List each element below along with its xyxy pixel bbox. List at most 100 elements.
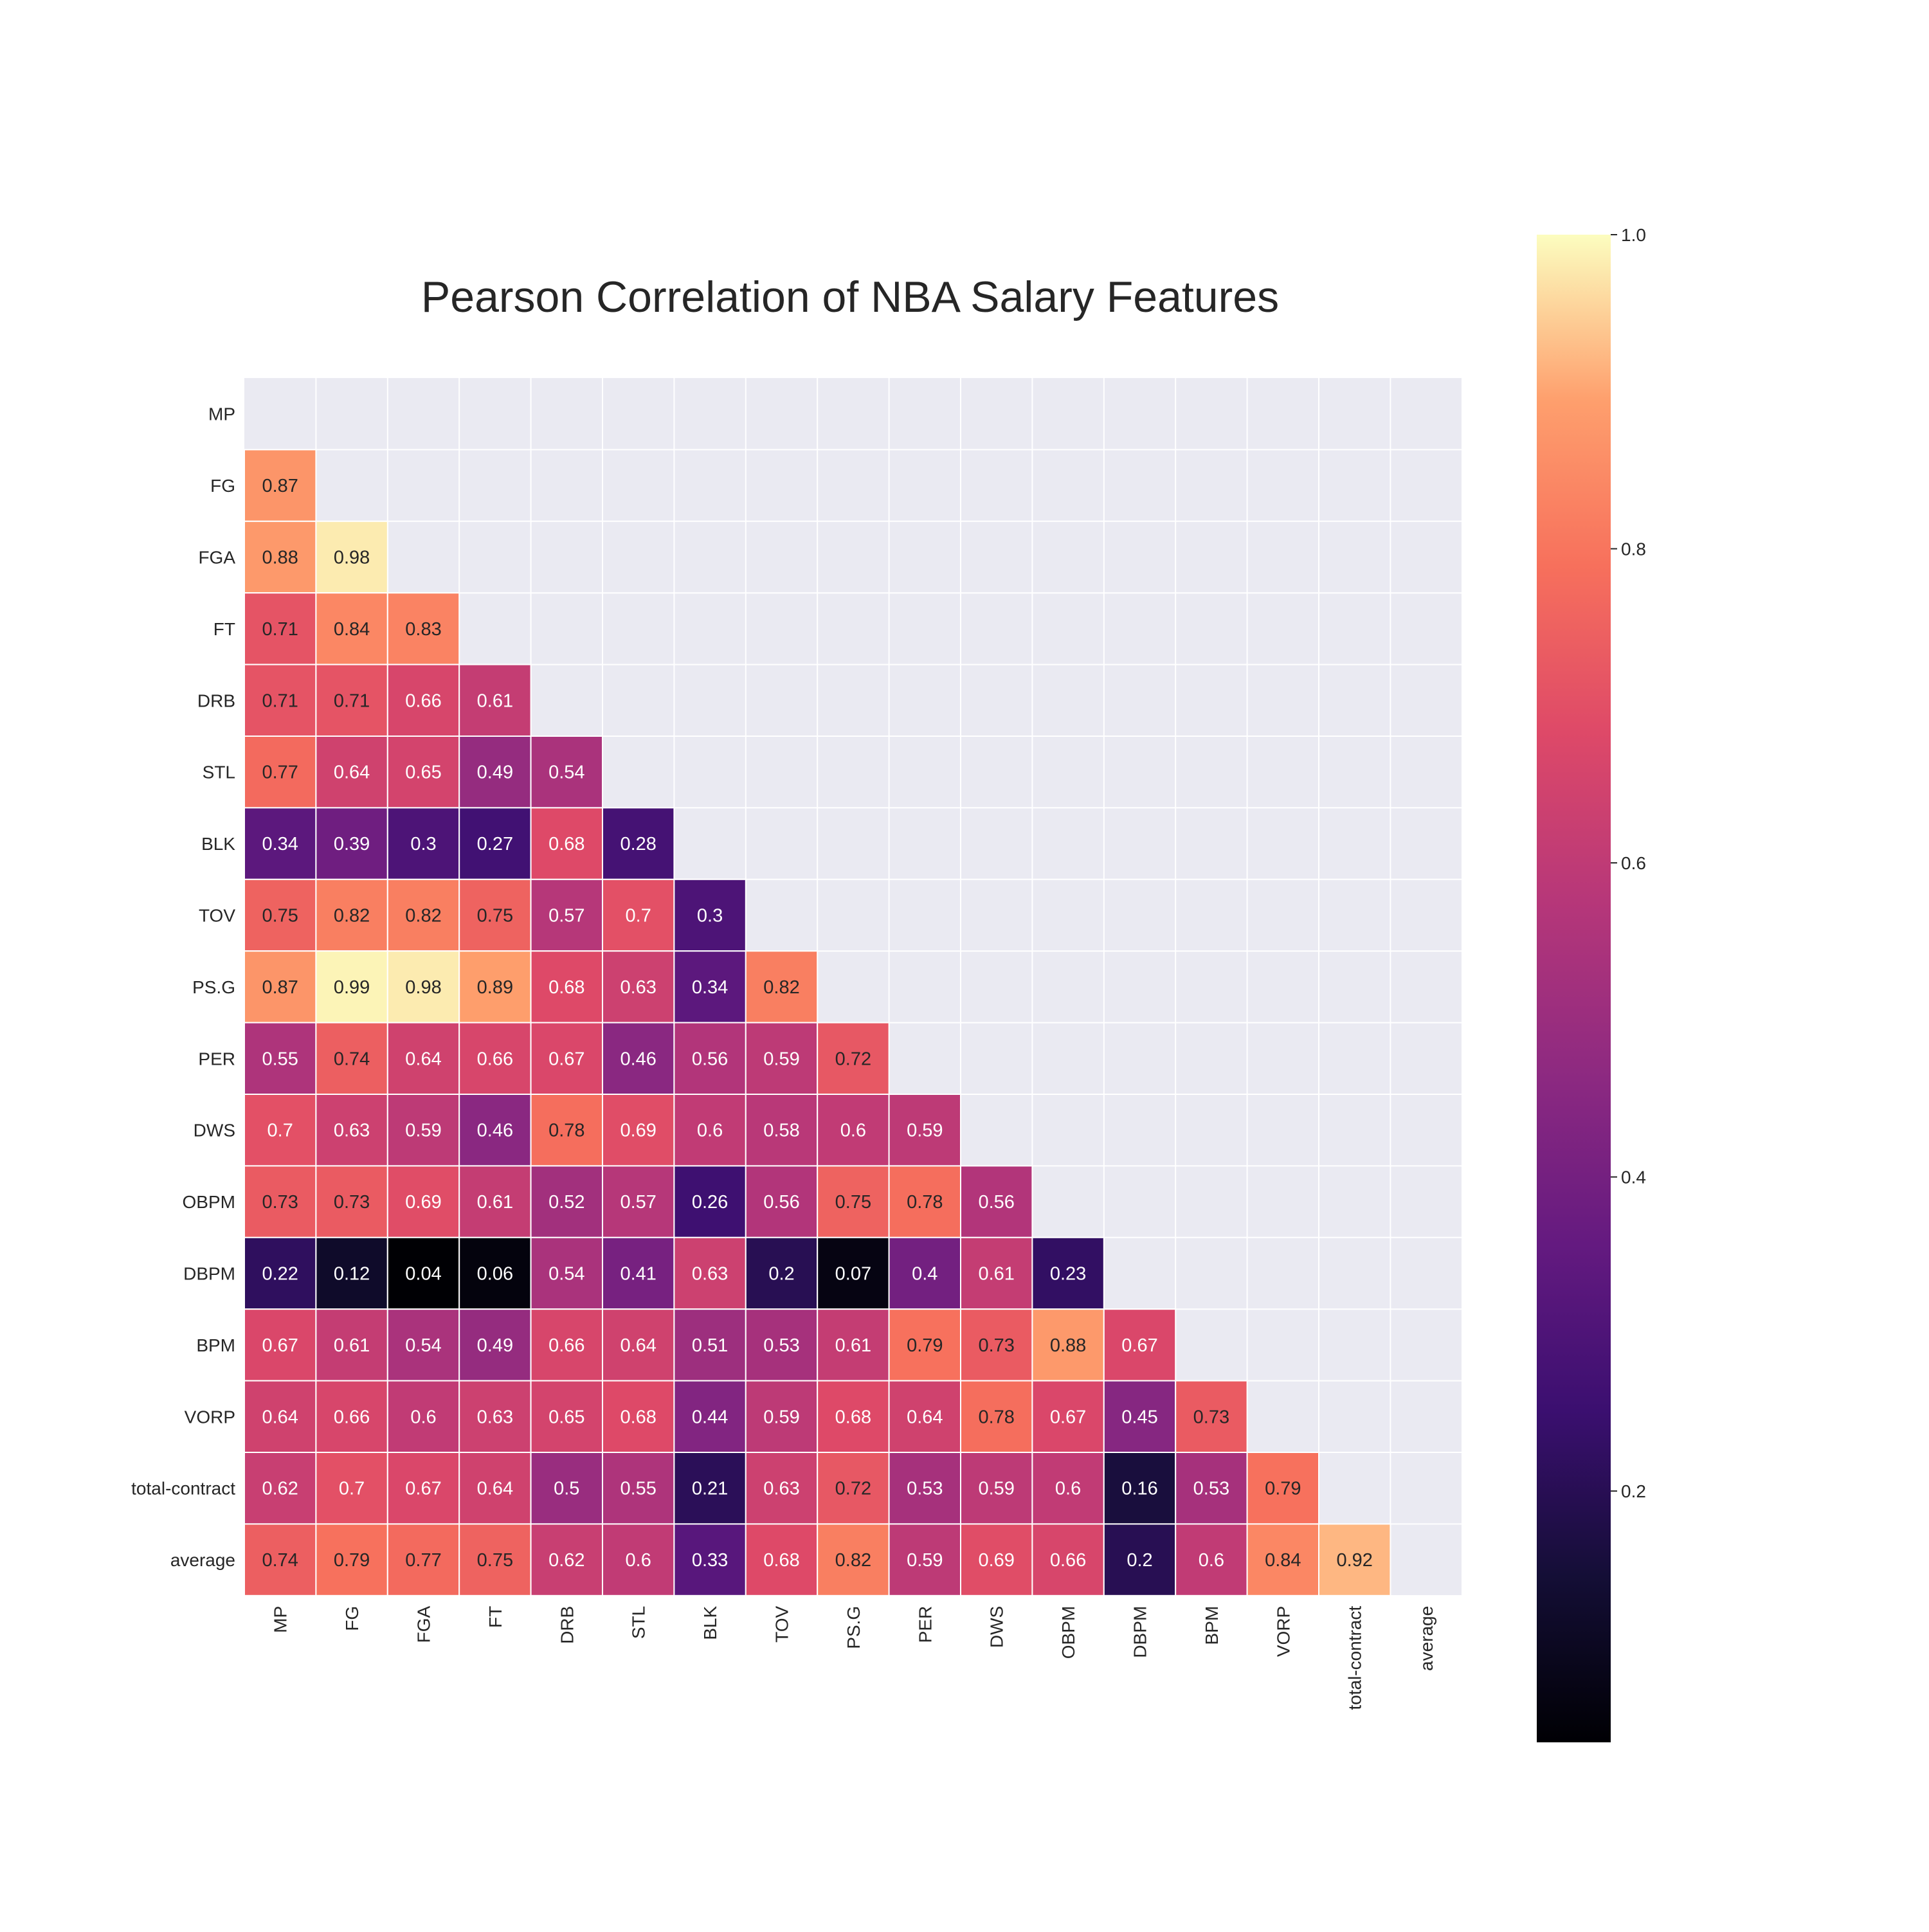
heatmap-cell: 0.69 <box>960 1523 1033 1596</box>
cell-value-label: 0.66 <box>477 1049 513 1069</box>
cell-rect <box>817 1094 890 1167</box>
cell-value-label: 0.64 <box>405 1049 441 1069</box>
cell-value-label: 0.56 <box>692 1049 728 1069</box>
cell-value-label: 0.44 <box>692 1407 728 1427</box>
cell-value-label: 0.88 <box>1050 1335 1086 1356</box>
cell-value-label: 0.45 <box>1121 1407 1157 1427</box>
cell-rect <box>458 1236 532 1310</box>
cell-value-label: 0.6 <box>840 1121 866 1141</box>
heatmap-cell: 0.73 <box>315 1165 388 1238</box>
heatmap-cell: 0.66 <box>458 1022 532 1095</box>
colorbar-tick-label: 0.2 <box>1621 1481 1646 1501</box>
cell-value-label: 0.67 <box>1121 1335 1157 1356</box>
heatmap-cell: 0.4 <box>888 1236 961 1310</box>
cell-rect <box>244 1165 317 1238</box>
cell-rect <box>888 1308 961 1382</box>
cell-value-label: 0.61 <box>835 1335 871 1356</box>
cell-rect <box>817 1523 890 1596</box>
cell-value-label: 0.65 <box>548 1407 584 1427</box>
heatmap-cell: 0.3 <box>673 878 747 952</box>
cell-rect <box>673 1094 747 1167</box>
cell-value-label: 0.69 <box>405 1192 441 1213</box>
cell-value-label: 0.66 <box>405 691 441 711</box>
heatmap-cell: 0.54 <box>530 1236 603 1310</box>
heatmap-cell: 0.58 <box>745 1094 819 1167</box>
cell-value-label: 0.56 <box>763 1192 799 1213</box>
cell-rect <box>530 1308 603 1382</box>
cell-rect <box>458 1094 532 1167</box>
cell-rect <box>602 1022 675 1095</box>
heatmap-cell: 0.84 <box>315 592 388 665</box>
cell-rect <box>745 1380 819 1454</box>
heatmap-cell: 0.69 <box>386 1165 460 1238</box>
cell-rect <box>888 1452 961 1525</box>
cell-rect <box>458 807 532 880</box>
cell-value-label: 0.87 <box>262 977 298 998</box>
colorbar-ticks: 0.2 0.4 0.6 0.8 1.0 <box>1611 225 1646 1501</box>
cell-value-label: 0.79 <box>334 1550 370 1571</box>
cell-value-label: 0.87 <box>262 476 298 496</box>
cell-rect <box>386 1022 460 1095</box>
heatmap-cell: 0.63 <box>602 950 675 1024</box>
heatmap-cell: 0.77 <box>386 1523 460 1596</box>
cell-value-label: 0.53 <box>1193 1479 1229 1499</box>
heatmap-cell: 0.63 <box>315 1094 388 1167</box>
heatmap-cell: 0.98 <box>315 520 388 594</box>
heatmap-cell: 0.6 <box>817 1094 890 1167</box>
cell-rect <box>458 1380 532 1454</box>
cell-rect <box>673 1523 747 1596</box>
cell-rect <box>530 1236 603 1310</box>
cell-value-label: 0.55 <box>620 1479 656 1499</box>
cell-value-label: 0.54 <box>405 1335 441 1356</box>
x-tick-label: average <box>1417 1606 1436 1671</box>
cell-value-label: 0.75 <box>477 1550 513 1571</box>
x-tick-label: PS.G <box>844 1606 864 1649</box>
cell-value-label: 0.77 <box>405 1550 441 1571</box>
cell-rect <box>888 1380 961 1454</box>
heatmap-cell: 0.61 <box>960 1236 1033 1310</box>
heatmap-cell: 0.57 <box>602 1165 675 1238</box>
heatmap-cell: 0.34 <box>673 950 747 1024</box>
cell-value-label: 0.68 <box>548 977 584 998</box>
heatmap-cell: 0.07 <box>817 1236 890 1310</box>
cell-rect <box>673 1380 747 1454</box>
cell-rect <box>315 1165 388 1238</box>
heatmap-cell: 0.21 <box>673 1452 747 1525</box>
cell-rect <box>817 1308 890 1382</box>
cell-value-label: 0.82 <box>405 906 441 926</box>
heatmap-cell: 0.82 <box>315 878 388 952</box>
cell-value-label: 0.82 <box>334 906 370 926</box>
cell-value-label: 0.26 <box>692 1192 728 1213</box>
heatmap-cell: 0.54 <box>530 736 603 809</box>
heatmap-cell: 0.54 <box>386 1308 460 1382</box>
y-tick-label: FT <box>213 619 235 639</box>
x-tick-label: VORP <box>1273 1606 1293 1657</box>
cell-value-label: 0.63 <box>763 1479 799 1499</box>
cell-rect <box>458 1452 532 1525</box>
cell-value-label: 0.64 <box>477 1479 513 1499</box>
y-tick-label: MP <box>208 404 235 424</box>
x-tick-label: STL <box>629 1606 649 1639</box>
heatmap-cell: 0.84 <box>1246 1523 1319 1596</box>
cell-rect <box>244 592 317 665</box>
cell-value-label: 0.84 <box>334 619 370 640</box>
y-tick-label: DRB <box>197 691 235 710</box>
heatmap-cell: 0.67 <box>530 1022 603 1095</box>
cell-rect <box>745 1452 819 1525</box>
cell-value-label: 0.58 <box>763 1121 799 1141</box>
cell-value-label: 0.6 <box>410 1407 436 1427</box>
cell-value-label: 0.92 <box>1336 1550 1372 1571</box>
cell-rect <box>386 878 460 952</box>
heatmap-cell: 0.6 <box>1031 1452 1105 1525</box>
cell-value-label: 0.56 <box>978 1192 1014 1213</box>
cell-value-label: 0.23 <box>1050 1264 1086 1285</box>
heatmap-cell: 0.62 <box>530 1523 603 1596</box>
cell-rect <box>888 1094 961 1167</box>
cell-value-label: 0.59 <box>405 1121 441 1141</box>
cell-rect <box>386 592 460 665</box>
y-tick-label: BPM <box>196 1335 235 1355</box>
cell-value-label: 0.64 <box>334 763 370 783</box>
heatmap-cell: 0.71 <box>244 592 317 665</box>
cell-rect <box>602 950 675 1024</box>
cell-value-label: 0.21 <box>692 1479 728 1499</box>
